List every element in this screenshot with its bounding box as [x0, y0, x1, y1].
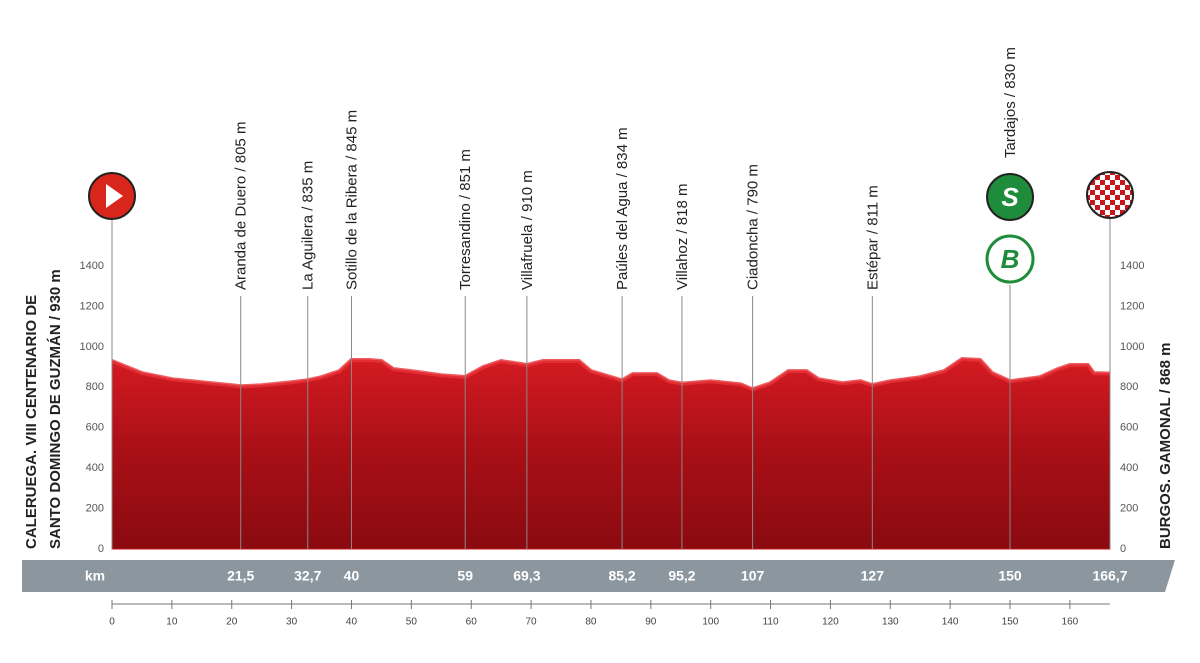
y-tick-label-right: 200	[1120, 502, 1138, 514]
x-tick-label: 110	[763, 617, 779, 628]
x-tick-label: 130	[882, 617, 899, 628]
x-tick-label: 80	[585, 617, 597, 628]
km-label: 32,7	[294, 568, 321, 584]
x-tick-label: 60	[466, 617, 478, 628]
y-tick-label: 800	[86, 381, 104, 393]
x-tick-label: 0	[109, 617, 115, 628]
waypoint-label: La Aguilera / 835 m	[300, 161, 317, 290]
x-tick-label: 40	[346, 617, 358, 628]
sprint-icon	[986, 173, 1035, 221]
x-tick-label: 20	[226, 617, 238, 628]
waypoint-label: Sotillo de la Ribera / 845 m	[343, 110, 360, 290]
y-tick-label: 1200	[80, 300, 104, 312]
x-tick-label: 100	[702, 617, 719, 628]
y-tick-label: 1400	[80, 260, 104, 272]
waypoint-label: Tardajos / 830 m	[1002, 47, 1019, 158]
bonus-icon	[985, 234, 1035, 284]
km-label: 107	[741, 568, 765, 584]
waypoint-label: Villahoz / 818 m	[674, 184, 691, 290]
y-tick-label-right: 1400	[1120, 260, 1144, 272]
km-label: 150	[998, 568, 1022, 584]
y-tick-label: 1000	[80, 341, 104, 353]
start-label: SANTO DOMINGO DE GUZMÁN / 930 m	[47, 269, 64, 549]
start-label: CALERUEGA. VIII CENTENARIO DE	[23, 295, 40, 549]
y-tick-label: 200	[86, 502, 104, 514]
km-band	[22, 560, 1175, 592]
km-label: 166,7	[1092, 568, 1127, 584]
x-tick-label: 30	[286, 617, 298, 628]
y-tick-label-right: 600	[1120, 422, 1138, 434]
finish-label: BURGOS. GAMONAL / 868 m	[1157, 343, 1174, 549]
y-tick-label-right: 800	[1120, 381, 1138, 393]
x-tick-label: 70	[526, 617, 538, 628]
y-tick-label-right: 1000	[1120, 341, 1144, 353]
x-tick-label: 150	[1002, 617, 1019, 628]
sprint-letter: S	[1001, 182, 1019, 212]
km-label: 40	[344, 568, 360, 584]
x-tick-label: 50	[406, 617, 418, 628]
x-tick-label: 140	[942, 617, 959, 628]
waypoint-label: Estépar / 811 m	[864, 185, 881, 290]
waypoint-label: Aranda de Duero / 805 m	[233, 122, 250, 290]
km-label: 127	[861, 568, 885, 584]
start-arrow	[106, 184, 123, 208]
waypoint-label: Torresandino / 851 m	[457, 149, 474, 290]
waypoint-label: Villafruela / 910 m	[519, 170, 536, 290]
bonus-letter: B	[1001, 244, 1020, 274]
y-tick-label-right: 1200	[1120, 300, 1144, 312]
finish-icon	[1086, 171, 1134, 219]
x-tick-label: 90	[645, 617, 657, 628]
x-tick-label: 10	[166, 617, 178, 628]
y-tick-label-right: 0	[1120, 543, 1126, 555]
x-tick-label: 120	[822, 617, 839, 628]
y-tick-label: 400	[86, 462, 104, 474]
x-tick-label: 160	[1062, 617, 1079, 628]
y-tick-label-right: 400	[1120, 462, 1138, 474]
y-tick-label: 0	[98, 543, 104, 555]
km-label: 85,2	[608, 568, 635, 584]
y-tick-label: 600	[86, 422, 104, 434]
km-label: 95,2	[668, 568, 695, 584]
waypoint-label: Ciadoncha / 790 m	[745, 164, 762, 290]
km-unit: km	[85, 568, 105, 584]
km-label: 21,5	[227, 568, 254, 584]
profile-area	[111, 358, 1111, 550]
profile-ridge	[111, 356, 1111, 392]
waypoint-label: Paúles del Agua / 834 m	[614, 127, 631, 290]
km-label: 69,3	[513, 568, 540, 584]
km-label: 59	[457, 568, 473, 584]
